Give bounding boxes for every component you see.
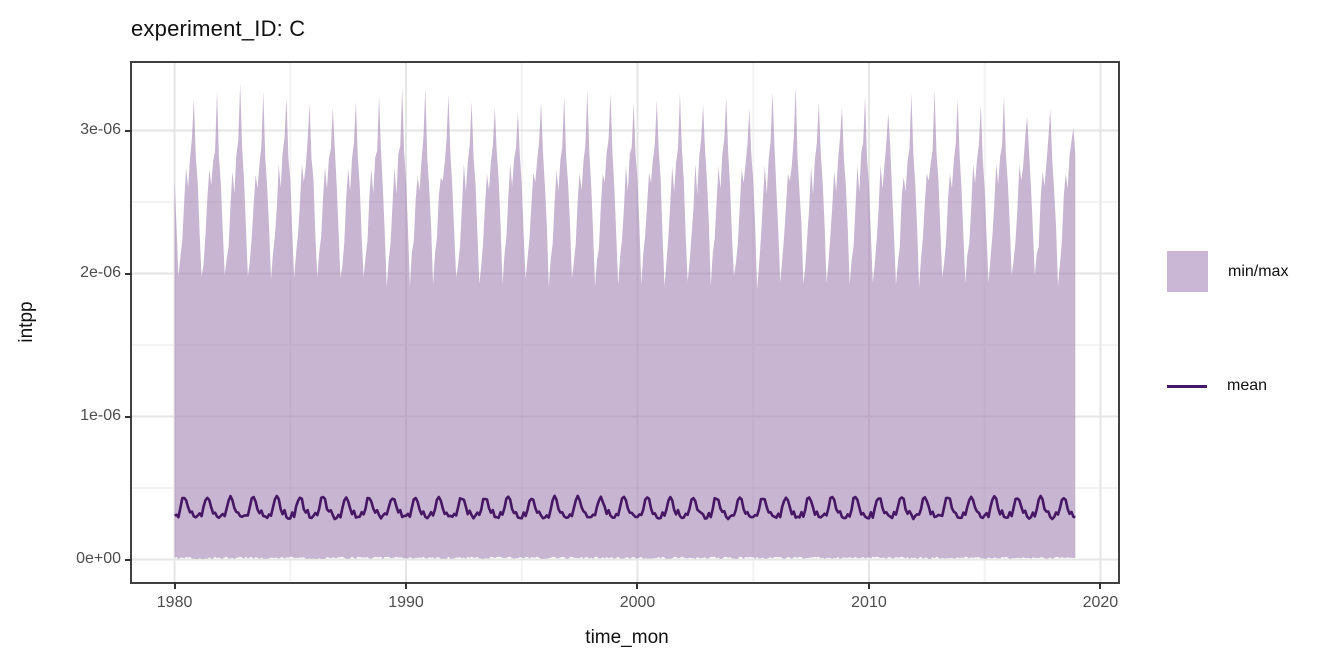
minmax-ribbon-swatch-icon <box>1167 251 1208 292</box>
y-tick-mark <box>125 559 132 561</box>
legend-label-mean: mean <box>1227 377 1267 395</box>
x-tick-mark <box>174 582 176 589</box>
y-tick-label: 3e-06 <box>41 121 121 139</box>
y-tick-mark <box>125 130 132 132</box>
x-tick-mark <box>868 582 870 589</box>
x-tick-mark <box>405 582 407 589</box>
y-tick-mark <box>125 273 132 275</box>
x-tick-label: 2010 <box>824 594 914 612</box>
legend-item-minmax: min/max <box>1167 251 1288 292</box>
y-tick-label: 1e-06 <box>41 407 121 425</box>
x-tick-label: 2020 <box>1055 594 1145 612</box>
legend-label-minmax: min/max <box>1228 263 1288 281</box>
mean-line-swatch-icon <box>1167 385 1207 388</box>
x-tick-mark <box>636 582 638 589</box>
x-tick-label: 1980 <box>130 594 220 612</box>
y-tick-mark <box>125 416 132 418</box>
minmax-ribbon-area <box>175 83 1076 559</box>
legend-item-mean: mean <box>1167 377 1267 395</box>
x-tick-label: 1990 <box>361 594 451 612</box>
y-axis-title: intpp <box>16 301 38 342</box>
x-tick-label: 2000 <box>592 594 682 612</box>
y-tick-label: 0e+00 <box>41 550 121 568</box>
plot-panel <box>130 61 1120 584</box>
chart-canvas <box>132 63 1118 582</box>
x-axis-title: time_mon <box>585 627 668 649</box>
y-tick-label: 2e-06 <box>41 264 121 282</box>
x-tick-mark <box>1099 582 1101 589</box>
plot-figure: experiment_ID: C intpp time_mon 1980 1990… <box>0 0 1344 672</box>
plot-title: experiment_ID: C <box>131 16 305 42</box>
